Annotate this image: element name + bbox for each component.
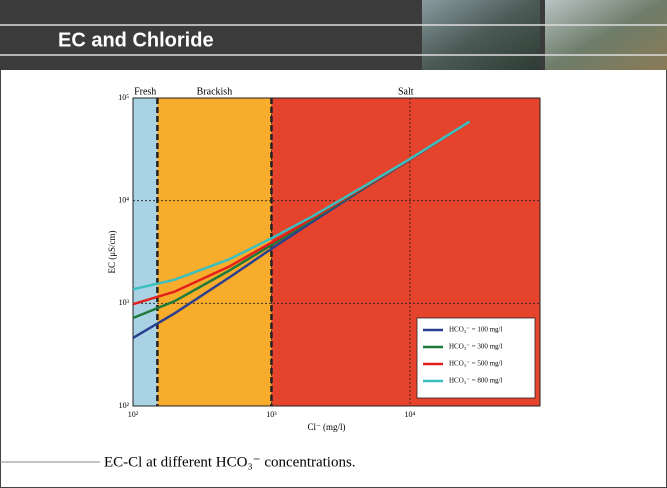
region bbox=[133, 98, 157, 406]
header-photo bbox=[422, 0, 540, 70]
legend-label: HCO₃⁻ = 500 mg/l bbox=[449, 360, 503, 368]
region-label: Fresh bbox=[134, 86, 156, 97]
legend-label: HCO₃⁻ = 300 mg/l bbox=[449, 343, 503, 351]
y-tick-label: 10⁴ bbox=[118, 195, 129, 204]
x-tick-label: 10³ bbox=[266, 410, 277, 419]
caption: EC-Cl at different HCO₃⁻ concentrations. bbox=[104, 454, 356, 470]
region-label: Salt bbox=[398, 86, 414, 97]
x-axis-label: Cl⁻ (mg/l) bbox=[308, 422, 346, 432]
header-photo bbox=[545, 0, 667, 70]
legend-label: HCO₃⁻ = 800 mg/l bbox=[449, 377, 503, 385]
slide-title: EC and Chloride bbox=[58, 29, 214, 51]
y-tick-label: 10³ bbox=[119, 298, 130, 307]
y-tick-label: 10⁵ bbox=[118, 93, 129, 102]
region-label: Brackish bbox=[197, 86, 233, 97]
x-tick-label: 10⁴ bbox=[405, 410, 416, 419]
y-tick-label: 10² bbox=[119, 401, 130, 410]
plot: Fresh Brackish Salt 10² 10³ 10⁴ 10⁵ 10² 10³ 10⁴ Cl… bbox=[107, 86, 540, 432]
x-tick-label: 10² bbox=[128, 410, 139, 419]
slide: EC and Chloride EC-Cl at different HCO₃⁻… bbox=[0, 0, 667, 488]
y-axis-label: EC (μS/cm) bbox=[107, 230, 117, 273]
legend-label: HCO₃⁻ = 100 mg/l bbox=[449, 326, 503, 334]
